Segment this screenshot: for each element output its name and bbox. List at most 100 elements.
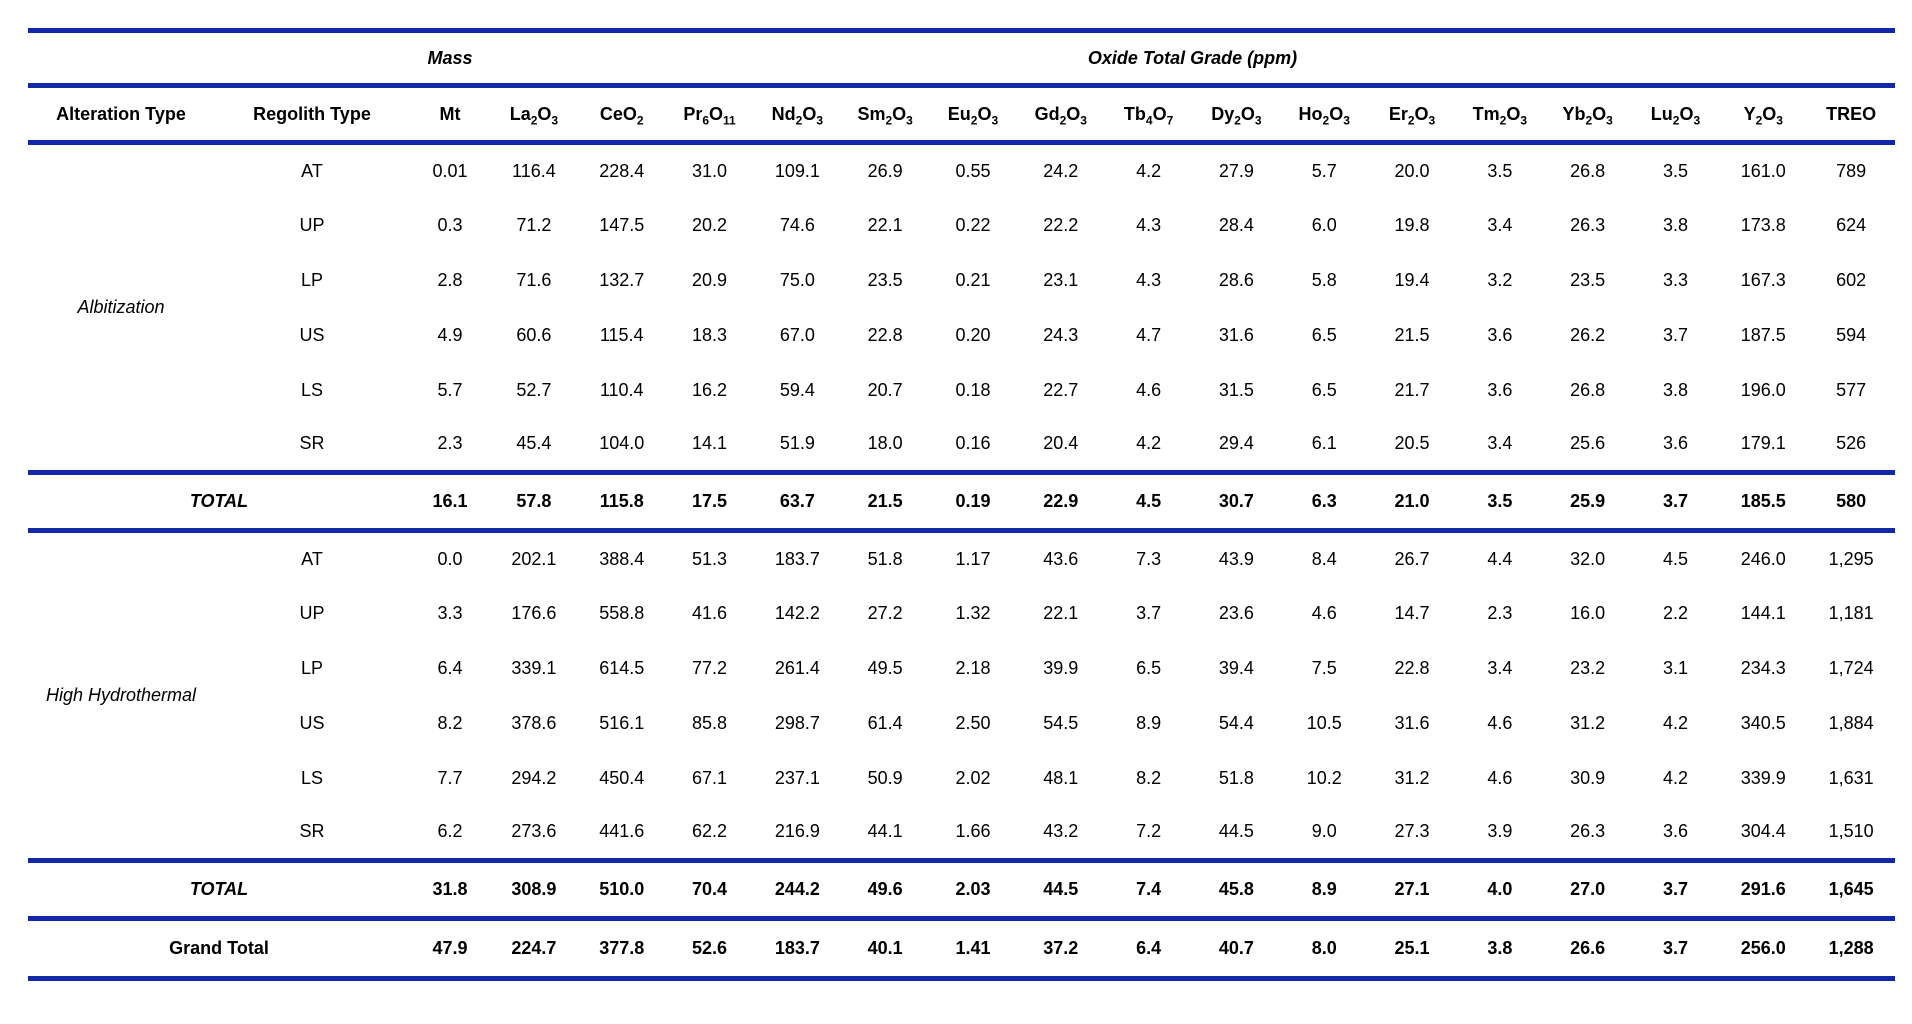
value-cell: 4.6 [1487,712,1513,733]
value-cell: 1,884 [1828,712,1874,733]
table-row: High Hydrothermal AT 0.0 202.1 388.4 51.3 183.… [28,531,1895,705]
value-cell: 7.2 [1136,821,1162,842]
value-cell: 8.4 [1311,548,1337,569]
regolith-type-cell: LP [300,269,324,290]
value-cell: 228.4 [599,160,645,181]
value-cell: 20.5 [1394,433,1430,454]
total-value-cell: 30.7 [1192,470,1281,533]
value-cell: 6.1 [1311,433,1337,454]
value-cell: 10.5 [1306,712,1342,733]
col-header-yb2o3: Yb2O3 [1543,85,1632,145]
value-cell: 0.21 [955,269,991,290]
value-cell: 3.5 [1487,160,1513,181]
value-cell: 18.3 [692,324,728,345]
value-cell: 0.3 [437,214,463,235]
value-cell: 26.9 [867,160,903,181]
value-cell: 54.4 [1218,712,1254,733]
total-value-cell: 3.5 [1455,470,1544,533]
value-cell: 6.5 [1311,379,1337,400]
value-cell: 23.5 [867,269,903,290]
total-value-cell: 4.0 [1455,858,1544,921]
value-cell: 54.5 [1043,712,1079,733]
regolith-type-cell: US [299,712,325,733]
value-cell: 39.9 [1043,657,1079,678]
value-cell: 1,295 [1828,548,1874,569]
total-value-cell: 308.9 [490,858,578,921]
value-cell: 9.0 [1311,821,1337,842]
total-value-cell: 0.19 [929,470,1017,533]
value-cell: 51.3 [692,548,728,569]
total-value-cell: 580 [1807,470,1895,533]
col-header-mt: Mt [410,85,490,145]
value-cell: 5.8 [1311,269,1337,290]
value-cell: 26.3 [1570,214,1606,235]
value-cell: 1.17 [955,548,991,569]
value-cell: 26.2 [1570,324,1606,345]
value-cell: 3.6 [1487,379,1513,400]
value-cell: 4.2 [1662,712,1688,733]
section-total-row: TOTAL 31.8 308.9 510.0 70.4 244.2 49.6 2.03 44.5… [28,858,1895,921]
value-cell: 1.66 [955,821,991,842]
value-cell: 14.7 [1394,602,1430,623]
value-cell: 602 [1836,269,1867,290]
col-header-er2o3: Er2O3 [1368,85,1456,145]
section-total-label-cell: TOTAL [28,470,410,533]
value-cell: 1,510 [1828,821,1874,842]
value-cell: 179.1 [1740,433,1786,454]
value-cell: 67.0 [779,324,815,345]
value-cell: 298.7 [774,712,820,733]
total-value-cell: 8.9 [1280,858,1369,921]
value-cell: 144.1 [1740,602,1786,623]
value-cell: 51.8 [1218,767,1254,788]
oxide-grade-table: Mass Oxide Total Grade (ppm) Alteration … [28,28,1895,981]
value-cell: 20.0 [1394,160,1430,181]
value-cell: 51.8 [867,548,903,569]
value-cell: 85.8 [692,712,728,733]
value-cell: 3.4 [1487,433,1513,454]
value-cell: 0.0 [437,548,463,569]
grand-total-value-cell: 377.8 [577,918,666,981]
value-cell: 2.18 [955,657,991,678]
value-cell: 339.9 [1740,767,1786,788]
value-cell: 2.02 [955,767,991,788]
value-cell: 22.2 [1043,214,1079,235]
value-cell: 4.2 [1662,767,1688,788]
total-value-cell: 185.5 [1719,470,1808,533]
grand-total-row: Grand Total 47.9 224.7 377.8 52.6 183.7 40.1 1.… [28,918,1895,981]
value-cell: 3.4 [1487,657,1513,678]
value-cell: 216.9 [774,821,820,842]
value-cell: 4.2 [1136,433,1162,454]
grand-total-value-cell: 1,288 [1807,918,1895,981]
value-cell: 624 [1836,214,1867,235]
grand-total-value-cell: 3.7 [1631,918,1720,981]
value-cell: 132.7 [599,269,645,290]
value-cell: 614.5 [599,657,645,678]
grand-total-value-cell: 6.4 [1104,918,1193,981]
value-cell: 59.4 [779,379,815,400]
value-cell: 43.2 [1043,821,1079,842]
regolith-type-cell: UP [299,602,325,623]
col-header-alteration-type: Alteration Type [28,85,214,145]
value-cell: 24.2 [1043,160,1079,181]
total-value-cell: 45.8 [1192,858,1281,921]
value-cell: 294.2 [511,767,557,788]
value-cell: 52.7 [516,379,552,400]
value-cell: 48.1 [1043,767,1079,788]
value-cell: 5.7 [1311,160,1337,181]
value-cell: 31.0 [692,160,728,181]
value-cell: 4.6 [1487,767,1513,788]
value-cell: 2.50 [955,712,991,733]
value-cell: 19.8 [1394,214,1430,235]
value-cell: 0.55 [955,160,991,181]
value-cell: 304.4 [1740,821,1786,842]
table-row: SR 2.3 45.4 104.0 14.1 51.9 18.0 0.16 20.4 4.2 29.… [28,418,1895,473]
table-row: LS 7.7 294.2 450.4 67.1 237.1 50.9 2.02 48.1 8.2 5… [28,751,1895,806]
col-header-dy2o3: Dy2O3 [1192,85,1281,145]
value-cell: 23.6 [1218,602,1254,623]
value-cell: 441.6 [599,821,645,842]
value-cell: 273.6 [511,821,557,842]
value-cell: 6.2 [437,821,463,842]
grand-total-value-cell: 40.1 [841,918,930,981]
section-total-label-cell: TOTAL [28,858,410,921]
value-cell: 49.5 [867,657,903,678]
